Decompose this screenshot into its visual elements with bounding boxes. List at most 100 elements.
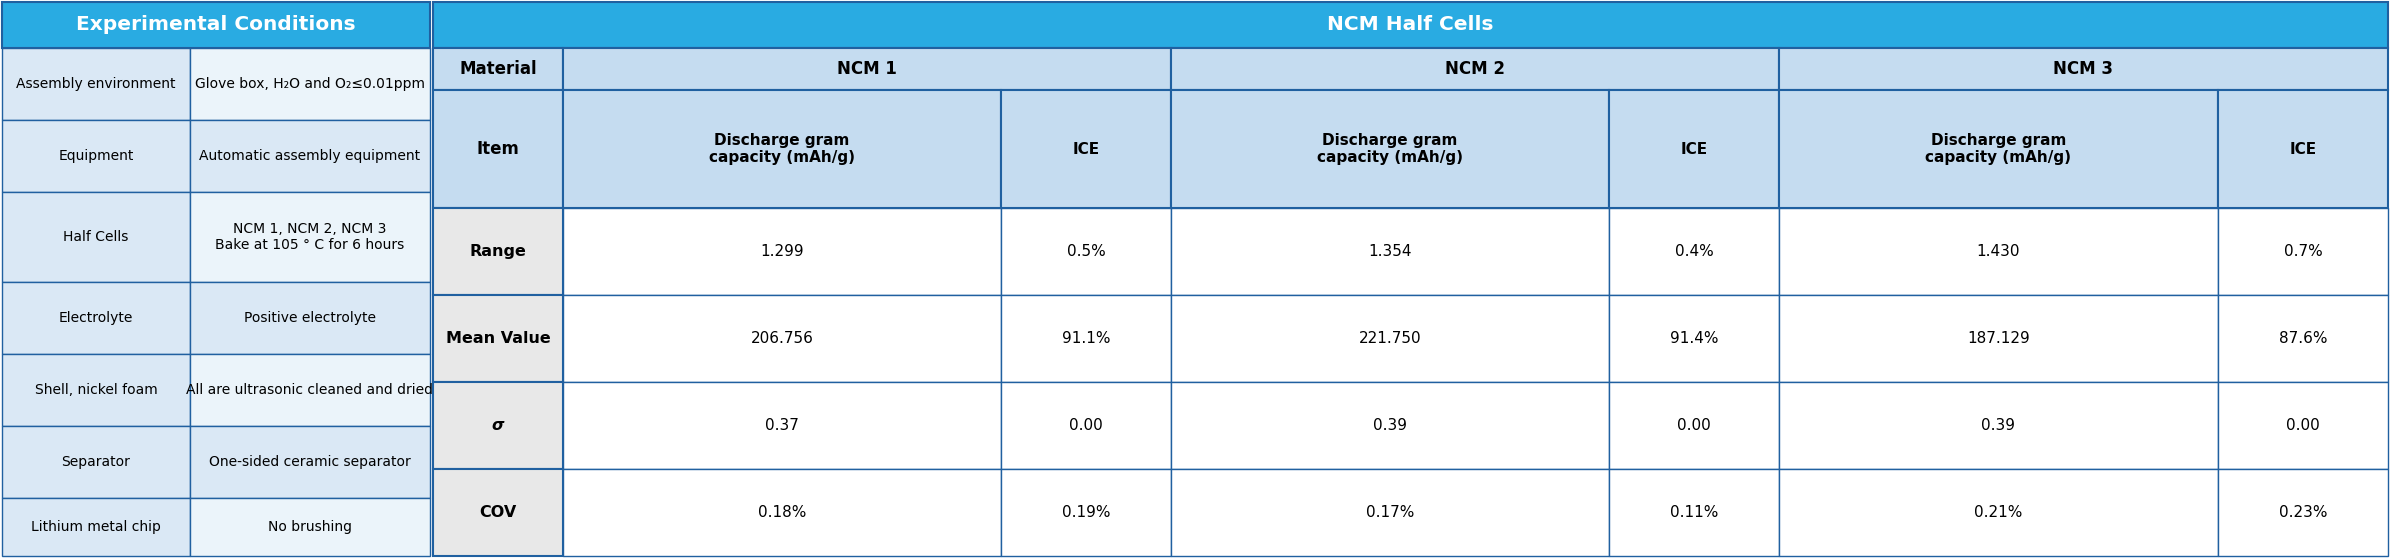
Text: ICE: ICE xyxy=(1073,142,1099,156)
Bar xyxy=(189,192,430,282)
Text: Mean Value: Mean Value xyxy=(445,331,550,346)
Text: Glove box, H₂O and O₂≤0.01ppm: Glove box, H₂O and O₂≤0.01ppm xyxy=(196,77,425,91)
Bar xyxy=(2,498,189,556)
Bar xyxy=(1171,469,1608,556)
Text: 0.19%: 0.19% xyxy=(1061,505,1111,520)
Bar xyxy=(2,120,189,192)
Bar xyxy=(1608,469,1778,556)
Bar xyxy=(433,295,564,382)
Text: Positive electrolyte: Positive electrolyte xyxy=(244,311,375,325)
Bar xyxy=(189,282,430,354)
Bar xyxy=(2,426,189,498)
Bar xyxy=(1778,469,2218,556)
Text: 187.129: 187.129 xyxy=(1967,331,2029,346)
Text: NCM 1, NCM 2, NCM 3
Bake at 105 ° C for 6 hours: NCM 1, NCM 2, NCM 3 Bake at 105 ° C for … xyxy=(215,222,404,252)
Bar xyxy=(1778,382,2218,469)
Text: 0.37: 0.37 xyxy=(765,418,798,433)
Bar xyxy=(1778,208,2218,295)
Text: Discharge gram
capacity (mAh/g): Discharge gram capacity (mAh/g) xyxy=(1926,133,2072,165)
Bar xyxy=(433,48,564,90)
Bar xyxy=(1778,295,2218,382)
Bar xyxy=(564,295,1001,382)
Bar xyxy=(1001,208,1171,295)
Text: ICE: ICE xyxy=(1680,142,1706,156)
Bar xyxy=(1778,48,2388,90)
Bar xyxy=(1778,90,2218,208)
Text: Item: Item xyxy=(476,140,519,158)
Text: 0.23%: 0.23% xyxy=(2278,505,2328,520)
Bar xyxy=(1171,208,1608,295)
Bar xyxy=(1001,90,1171,208)
Text: 221.750: 221.750 xyxy=(1358,331,1422,346)
Bar xyxy=(433,382,564,469)
Bar xyxy=(564,208,1001,295)
Bar xyxy=(564,382,1001,469)
Bar xyxy=(2,48,189,120)
Text: NCM 1: NCM 1 xyxy=(836,60,896,78)
Bar xyxy=(564,48,1171,90)
Bar xyxy=(1608,295,1778,382)
Text: One-sided ceramic separator: One-sided ceramic separator xyxy=(208,455,411,469)
Text: 0.00: 0.00 xyxy=(1068,418,1102,433)
Text: Lithium metal chip: Lithium metal chip xyxy=(31,520,160,534)
Bar xyxy=(2218,208,2388,295)
Text: 0.5%: 0.5% xyxy=(1066,244,1104,259)
Bar xyxy=(1001,295,1171,382)
Bar xyxy=(1171,48,1778,90)
Text: Discharge gram
capacity (mAh/g): Discharge gram capacity (mAh/g) xyxy=(710,133,856,165)
Text: Half Cells: Half Cells xyxy=(62,230,129,244)
Bar xyxy=(2,282,189,354)
Bar xyxy=(2218,295,2388,382)
Bar xyxy=(2,2,430,48)
Text: Automatic assembly equipment: Automatic assembly equipment xyxy=(198,149,421,163)
Text: 91.1%: 91.1% xyxy=(1061,331,1111,346)
Text: Assembly environment: Assembly environment xyxy=(17,77,177,91)
Bar xyxy=(564,469,1001,556)
Text: Material: Material xyxy=(459,60,538,78)
Bar xyxy=(433,469,564,556)
Bar xyxy=(433,2,2388,48)
Text: σ: σ xyxy=(492,418,504,433)
Bar xyxy=(1608,208,1778,295)
Text: Equipment: Equipment xyxy=(57,149,134,163)
Bar xyxy=(1171,295,1608,382)
Text: NCM Half Cells: NCM Half Cells xyxy=(1326,16,1494,35)
Bar xyxy=(1001,382,1171,469)
Text: Range: Range xyxy=(468,244,526,259)
Bar xyxy=(189,120,430,192)
Text: NCM 3: NCM 3 xyxy=(2053,60,2113,78)
Bar xyxy=(1001,469,1171,556)
Bar xyxy=(1171,90,1608,208)
Text: COV: COV xyxy=(480,505,516,520)
Bar xyxy=(189,426,430,498)
Bar xyxy=(433,208,564,295)
Text: Experimental Conditions: Experimental Conditions xyxy=(76,16,356,35)
Text: 0.4%: 0.4% xyxy=(1675,244,1714,259)
Text: ICE: ICE xyxy=(2290,142,2316,156)
Text: 0.00: 0.00 xyxy=(2287,418,2321,433)
Text: 1.299: 1.299 xyxy=(760,244,803,259)
Text: NCM 2: NCM 2 xyxy=(1446,60,1506,78)
Text: All are ultrasonic cleaned and dried: All are ultrasonic cleaned and dried xyxy=(186,383,433,397)
Bar xyxy=(1608,382,1778,469)
Bar xyxy=(2,354,189,426)
Text: Shell, nickel foam: Shell, nickel foam xyxy=(33,383,158,397)
Text: 0.7%: 0.7% xyxy=(2282,244,2323,259)
Bar xyxy=(433,90,564,208)
Text: 1.430: 1.430 xyxy=(1977,244,2020,259)
Bar xyxy=(564,90,1001,208)
Bar xyxy=(189,354,430,426)
Bar xyxy=(189,498,430,556)
Bar xyxy=(1171,382,1608,469)
Text: 0.21%: 0.21% xyxy=(1974,505,2022,520)
Bar xyxy=(1608,90,1778,208)
Text: 0.18%: 0.18% xyxy=(758,505,805,520)
Text: 0.17%: 0.17% xyxy=(1365,505,1415,520)
Text: No brushing: No brushing xyxy=(268,520,351,534)
Text: 0.39: 0.39 xyxy=(1372,418,1408,433)
Text: 1.354: 1.354 xyxy=(1367,244,1412,259)
Bar xyxy=(2218,382,2388,469)
Text: Separator: Separator xyxy=(62,455,131,469)
Text: 87.6%: 87.6% xyxy=(2278,331,2328,346)
Text: 206.756: 206.756 xyxy=(750,331,813,346)
